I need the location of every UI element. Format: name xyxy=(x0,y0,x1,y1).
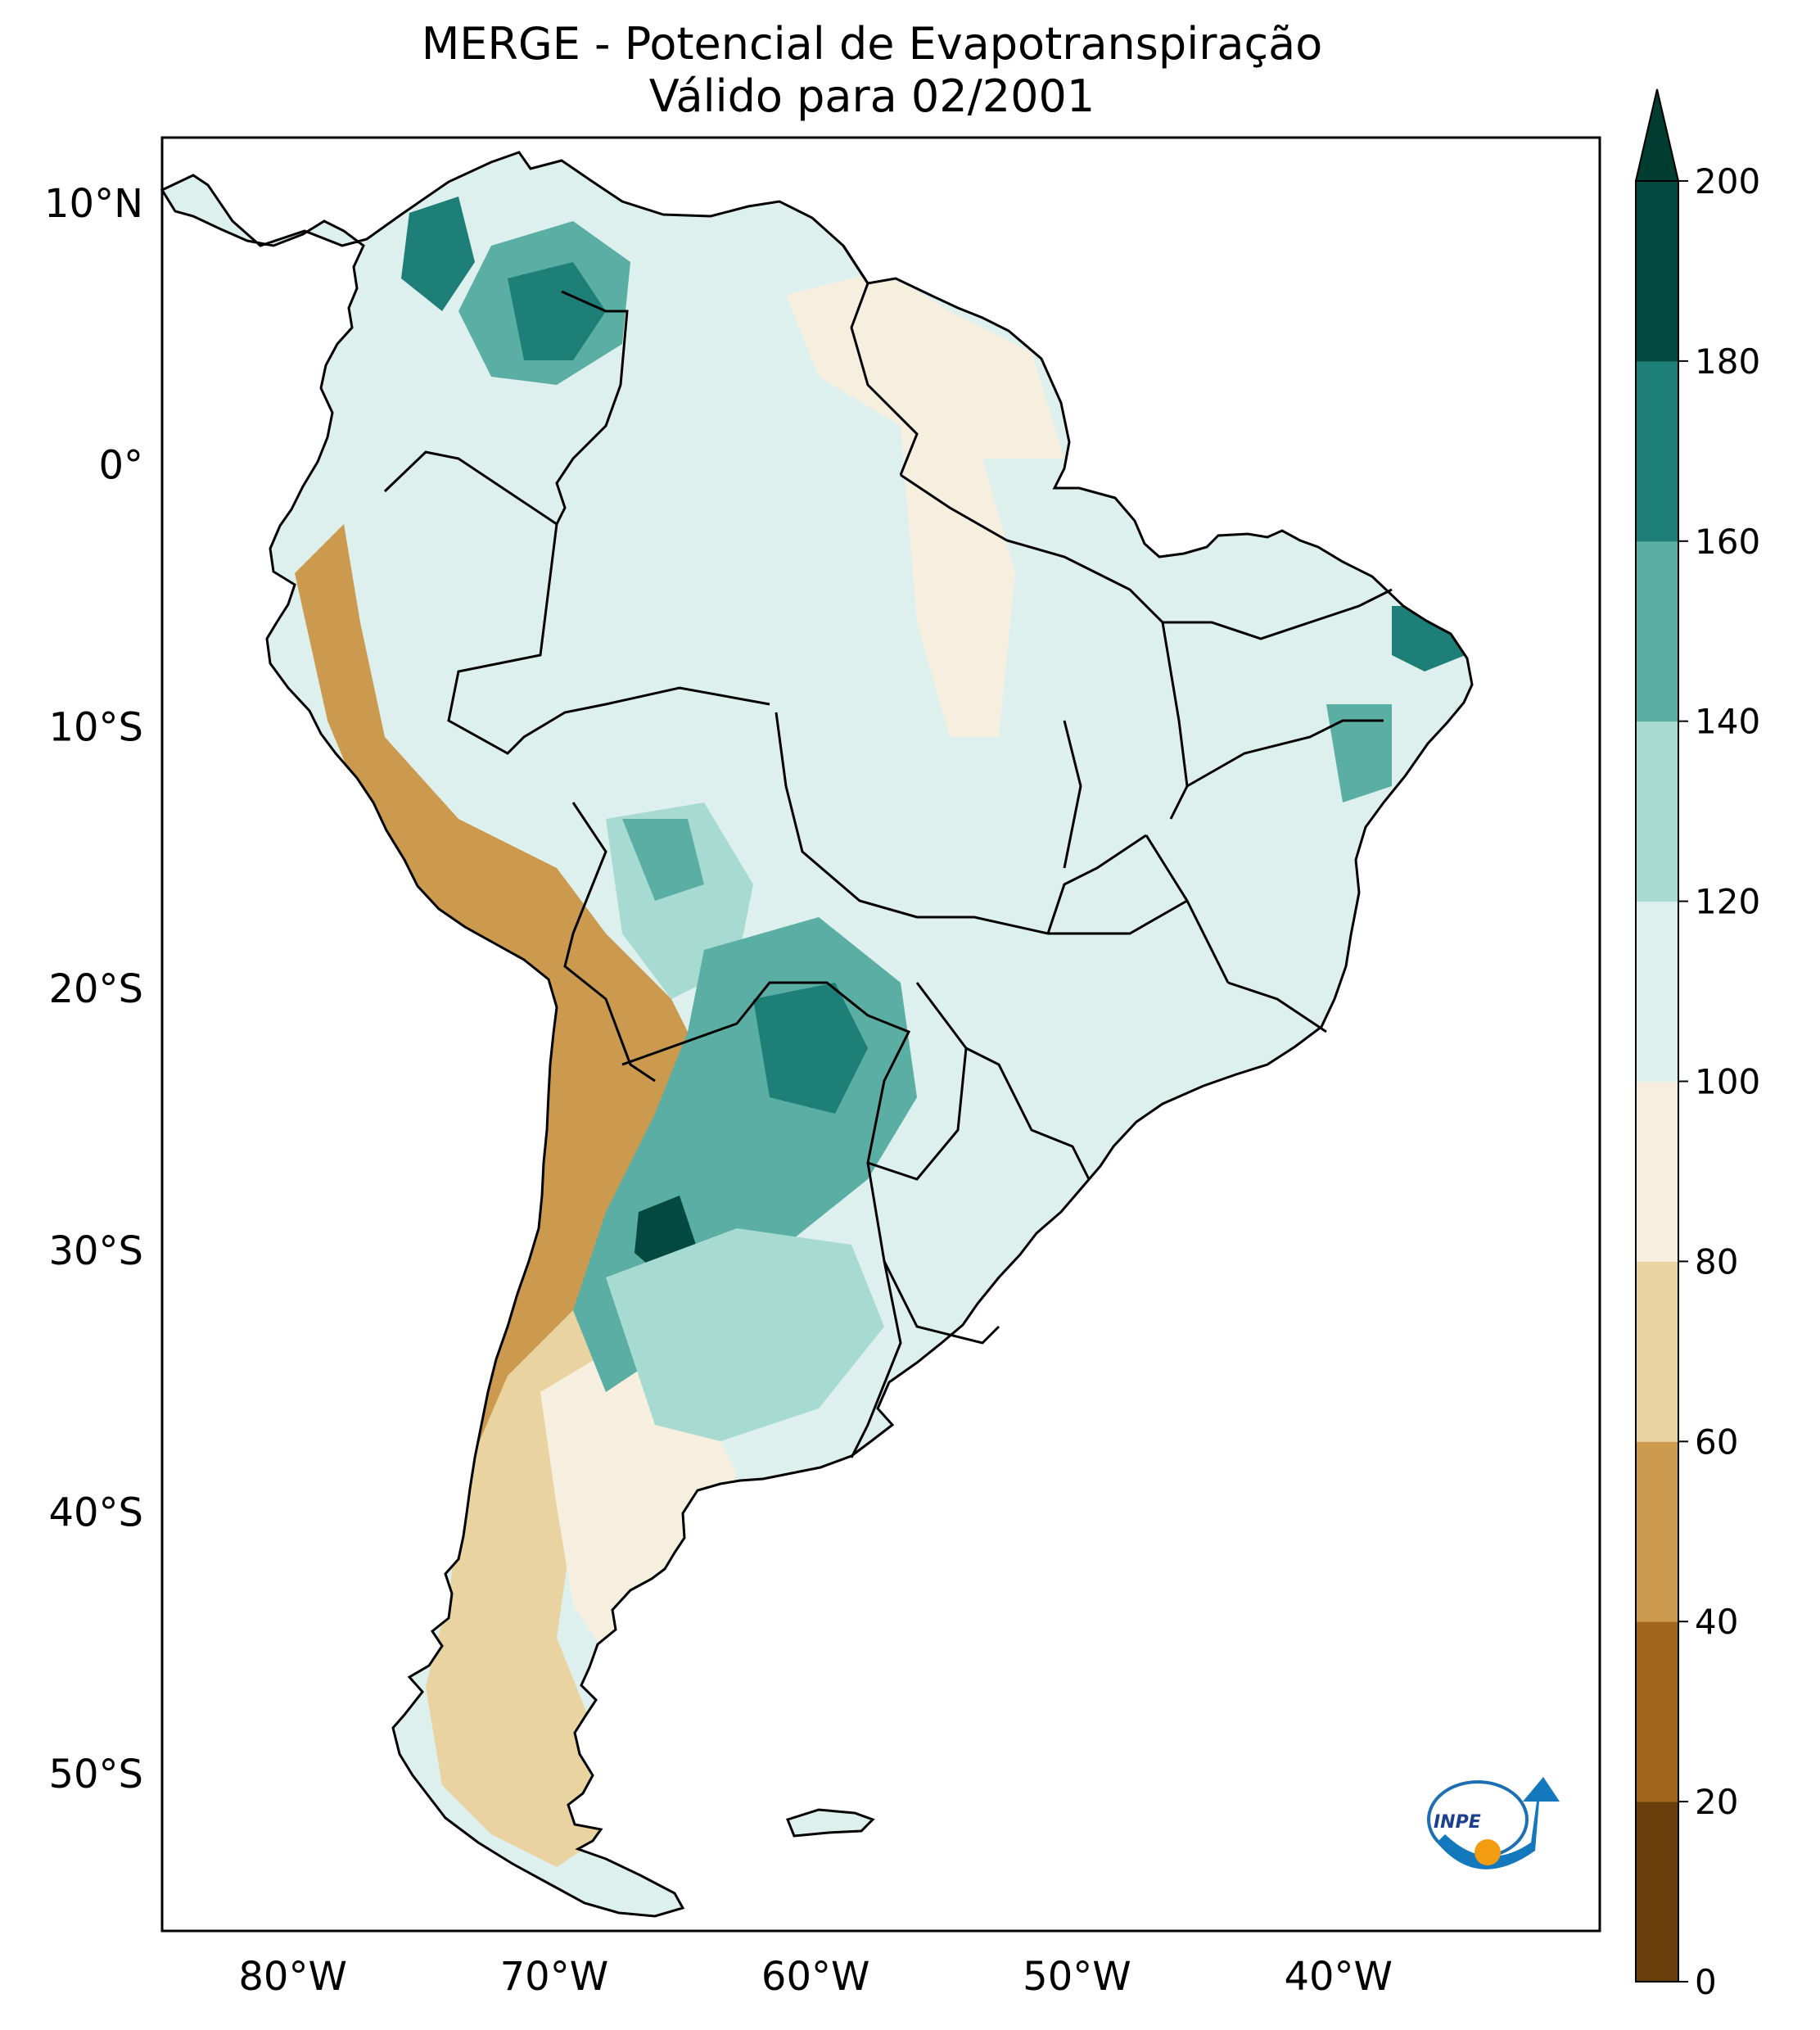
country-borders xyxy=(383,245,1393,1458)
lon-tick-label: 70°W xyxy=(500,1954,609,2000)
chaco-peak-region xyxy=(753,983,868,1114)
border-line xyxy=(866,1162,1000,1345)
colorbar-segment xyxy=(1636,540,1678,722)
colorbar-segment xyxy=(1636,1621,1678,1802)
logo-arrow-icon xyxy=(1437,1777,1560,1869)
colorbar-tick-label: 80 xyxy=(1695,1241,1738,1282)
lat-tick-label: 20°S xyxy=(48,966,143,1012)
map-frame xyxy=(160,136,1601,1933)
colorbar-tick-label: 0 xyxy=(1695,1962,1717,2002)
colorbar-tick-label: 40 xyxy=(1695,1602,1738,1642)
colorbar-extend-arrow xyxy=(1634,88,1680,182)
lat-tick-label: 50°S xyxy=(48,1752,143,1797)
border-line xyxy=(621,981,968,1181)
colorbar-tick-label: 180 xyxy=(1695,341,1760,382)
pampas-region xyxy=(606,1228,884,1441)
colorbar-segment xyxy=(1636,1261,1678,1442)
lat-tick-label: 40°S xyxy=(48,1490,143,1535)
border-line xyxy=(1186,719,1384,788)
border-line xyxy=(842,245,919,476)
logo-text: INPE xyxy=(1434,1812,1481,1833)
latitude-labels: 10°N 0° 10°S 20°S 30°S 40°S 50°S xyxy=(44,181,143,1797)
border-line xyxy=(850,1260,902,1458)
lon-tick-label: 80°W xyxy=(238,1954,347,2000)
map-subtitle: Válido para 02/2001 xyxy=(648,70,1095,122)
lat-tick-label: 10°S xyxy=(48,704,143,750)
colorbar-segment xyxy=(1636,901,1678,1082)
map-title: MERGE - Potencial de Evapotranspiração xyxy=(421,18,1323,70)
northeast-pale-region xyxy=(901,426,1015,737)
colorbar-tick-label: 100 xyxy=(1695,1062,1760,1102)
lat-tick-label: 10°N xyxy=(44,181,143,227)
colorbar-segment xyxy=(1636,1081,1678,1262)
border-line xyxy=(1096,572,1189,820)
border-line xyxy=(563,802,656,1083)
border-line xyxy=(775,712,1147,935)
border-line xyxy=(383,290,629,527)
border-line xyxy=(1227,981,1327,1033)
inpe-logo: INPE xyxy=(1427,1777,1560,1869)
border-line xyxy=(1048,899,1188,935)
lon-tick-label: 60°W xyxy=(761,1954,870,2000)
colorbar-segment xyxy=(1636,721,1678,902)
venezuela-peak-region xyxy=(508,262,606,360)
colorbar-tick-label: 200 xyxy=(1695,161,1760,201)
colorbar-segment xyxy=(1636,181,1678,362)
border-line xyxy=(1063,720,1082,869)
colorbar-segment xyxy=(1636,360,1678,542)
border-line xyxy=(1163,588,1393,640)
colorbar: 0 20 40 60 80 100 120 140 160 180 200 xyxy=(1634,88,1760,2002)
colombia-peak-region xyxy=(401,197,475,311)
colorbar-tick-label: 60 xyxy=(1695,1422,1738,1462)
colorbar-tick-label: 120 xyxy=(1695,882,1760,922)
lat-tick-label: 0° xyxy=(98,443,143,489)
colorbar-tick-label: 160 xyxy=(1695,522,1760,562)
border-line xyxy=(965,1047,1091,1180)
lat-tick-label: 30°S xyxy=(48,1228,143,1274)
lon-tick-label: 40°W xyxy=(1284,1954,1393,2000)
colorbar-segment xyxy=(1636,1802,1678,1983)
logo-sun-icon xyxy=(1475,1839,1501,1865)
colorbar-segment xyxy=(1636,1441,1678,1622)
bolivia-teal-region xyxy=(622,819,704,901)
border-line xyxy=(447,523,770,755)
colorbar-tick-label: 20 xyxy=(1695,1782,1738,1822)
lon-tick-label: 50°W xyxy=(1023,1954,1131,2000)
colorbar-tick-label: 140 xyxy=(1695,702,1760,742)
border-line xyxy=(900,473,1098,575)
longitude-labels: 80°W 70°W 60°W 50°W 40°W xyxy=(238,1954,1393,2000)
northeast-teal-region xyxy=(1326,704,1392,803)
